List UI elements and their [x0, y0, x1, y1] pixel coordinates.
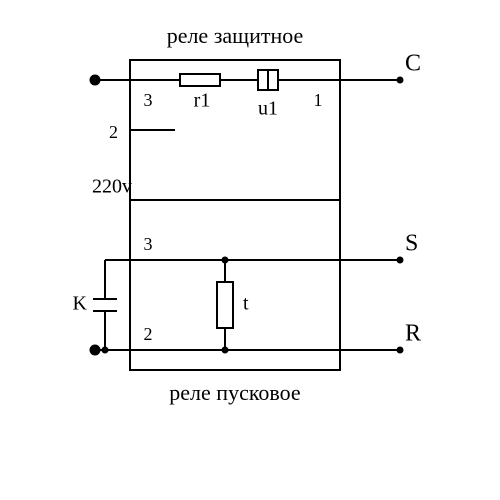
label-u1: u1 [258, 98, 278, 120]
label-r1: r1 [194, 90, 211, 112]
pin-top-3: 3 [144, 90, 153, 110]
pin-bot-2: 2 [144, 324, 153, 344]
title-bottom: реле пусковое [169, 380, 300, 405]
title-top: реле защитное [167, 23, 304, 48]
voltage-label: 220v [92, 176, 132, 198]
label-t: t [243, 293, 249, 315]
pin-top-1: 1 [314, 90, 323, 110]
terminal-c: C [405, 51, 421, 77]
label-k: K [73, 293, 88, 315]
pin-bot-3: 3 [144, 234, 153, 254]
pin-top-2: 2 [109, 122, 118, 142]
terminal-s: S [405, 231, 418, 257]
terminal-r: R [405, 321, 421, 347]
